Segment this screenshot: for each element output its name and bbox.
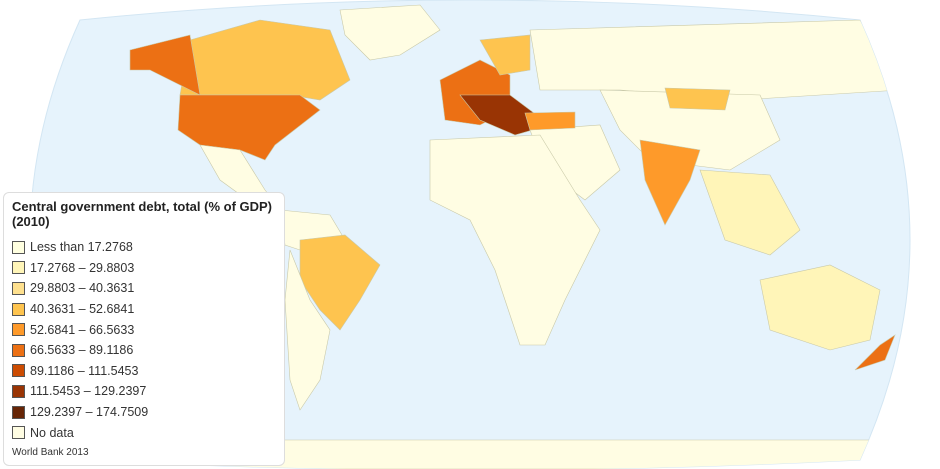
- legend-swatch: [12, 426, 25, 440]
- legend-swatch: [12, 281, 25, 295]
- legend-item[interactable]: Less than 17.2768: [12, 237, 276, 258]
- legend-label: 66.5633 – 89.1186: [30, 343, 134, 358]
- legend-item[interactable]: 40.3631 – 52.6841: [12, 299, 276, 320]
- legend-label: Less than 17.2768: [30, 240, 133, 255]
- region-africa[interactable]: [429, 134, 601, 346]
- legend-item[interactable]: 17.2768 – 29.8803: [12, 258, 276, 279]
- legend-label: 29.8803 – 40.3631: [30, 281, 135, 296]
- legend-label: 52.6841 – 66.5633: [30, 322, 135, 337]
- legend-item[interactable]: 89.1186 – 111.5453: [12, 361, 276, 382]
- legend-label: 89.1186 – 111.5453: [30, 363, 139, 378]
- legend-swatch: [12, 240, 25, 254]
- legend-item[interactable]: 29.8803 – 40.3631: [12, 278, 276, 299]
- legend-swatch: [12, 323, 25, 337]
- region-southeast-asia[interactable]: [699, 169, 801, 256]
- legend-item[interactable]: No data: [12, 422, 276, 443]
- legend-item[interactable]: 129.2397 – 174.7509: [12, 402, 276, 423]
- region-turkey[interactable]: [524, 111, 576, 131]
- legend-title: Central government debt, total (% of GDP…: [12, 199, 273, 229]
- region-greenland[interactable]: [339, 4, 441, 61]
- region-south-america-south[interactable]: [284, 249, 331, 411]
- region-new-zealand[interactable]: [854, 334, 896, 371]
- region-russia[interactable]: [529, 19, 901, 101]
- region-usa[interactable]: [177, 94, 321, 161]
- legend-swatch: [12, 405, 25, 419]
- region-india[interactable]: [639, 139, 701, 226]
- legend-label: 111.5453 – 129.2397: [30, 384, 147, 399]
- source-label: World Bank 2013: [12, 446, 89, 458]
- legend-swatch: [12, 364, 25, 378]
- region-australia[interactable]: [759, 264, 881, 351]
- legend-item[interactable]: 66.5633 – 89.1186: [12, 340, 276, 361]
- map-legend: Central government debt, total (% of GDP…: [3, 192, 285, 466]
- region-alaska[interactable]: [129, 34, 201, 96]
- legend-swatch: [12, 261, 25, 275]
- region-mongolia[interactable]: [664, 87, 731, 111]
- legend-swatch: [12, 302, 25, 316]
- legend-item[interactable]: 52.6841 – 66.5633: [12, 319, 276, 340]
- legend-label: 129.2397 – 174.7509: [30, 405, 149, 420]
- legend-swatch: [12, 384, 25, 398]
- region-scandinavia[interactable]: [479, 34, 531, 76]
- legend-label: No data: [30, 425, 74, 440]
- legend-swatch: [12, 343, 25, 357]
- legend-label: 40.3631 – 52.6841: [30, 302, 135, 317]
- legend-label: 17.2768 – 29.8803: [30, 260, 135, 275]
- legend-item[interactable]: 111.5453 – 129.2397: [12, 381, 276, 402]
